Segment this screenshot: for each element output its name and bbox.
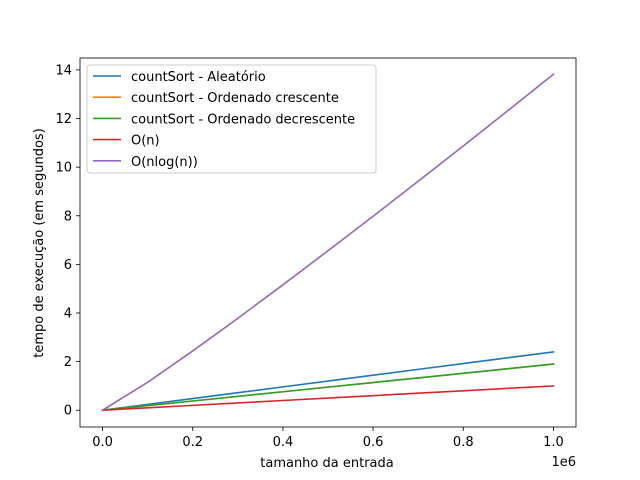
legend-box [86, 64, 377, 174]
legend-entry-label: countSort - Aleatório [131, 70, 266, 85]
y-tick-label: 0 [64, 404, 72, 419]
axes-border [79, 57, 577, 428]
axes-frame [79, 57, 577, 428]
x-tick-label: 1.0 [543, 435, 564, 450]
y-tick-label: 14 [55, 63, 72, 78]
x-axis-offset-label: 1e6 [551, 455, 576, 470]
legend-entry-label: countSort - Ordenado decrescente [131, 112, 355, 127]
x-axis-label: tamanho da entrada [260, 456, 393, 471]
plot-lines [101, 73, 555, 412]
series-line-4 [101, 73, 555, 412]
series-line-3 [101, 385, 555, 412]
y-tick-label: 2 [64, 355, 72, 370]
series-line-2 [101, 363, 555, 412]
legend: countSort - Aleatório countSort - Ordenad… [86, 64, 377, 174]
x-tick-label: 0.4 [273, 435, 294, 450]
legend-entry-label: O(n) [131, 134, 160, 149]
x-tick-label: 0.2 [182, 435, 203, 450]
y-axis-ticks: 0 2 4 6 8 10 12 14 [55, 63, 80, 419]
x-axis-ticks: 0.0 0.2 0.4 0.6 0.8 1.0 [92, 427, 564, 450]
y-tick-label: 8 [64, 209, 72, 224]
x-tick-label: 0.6 [363, 435, 384, 450]
x-tick-label: 0.0 [92, 435, 113, 450]
y-tick-label: 10 [55, 161, 72, 176]
x-tick-label: 0.8 [453, 435, 474, 450]
legend-entry-label: O(nlog(n)) [131, 155, 198, 170]
legend-entry-label: countSort - Ordenado crescente [131, 91, 339, 106]
y-tick-label: 12 [55, 112, 72, 127]
y-tick-label: 4 [64, 306, 72, 321]
series-line-0 [101, 350, 555, 412]
y-tick-label: 6 [64, 258, 72, 273]
y-axis-label: tempo de execução (em segundos) [32, 128, 47, 358]
